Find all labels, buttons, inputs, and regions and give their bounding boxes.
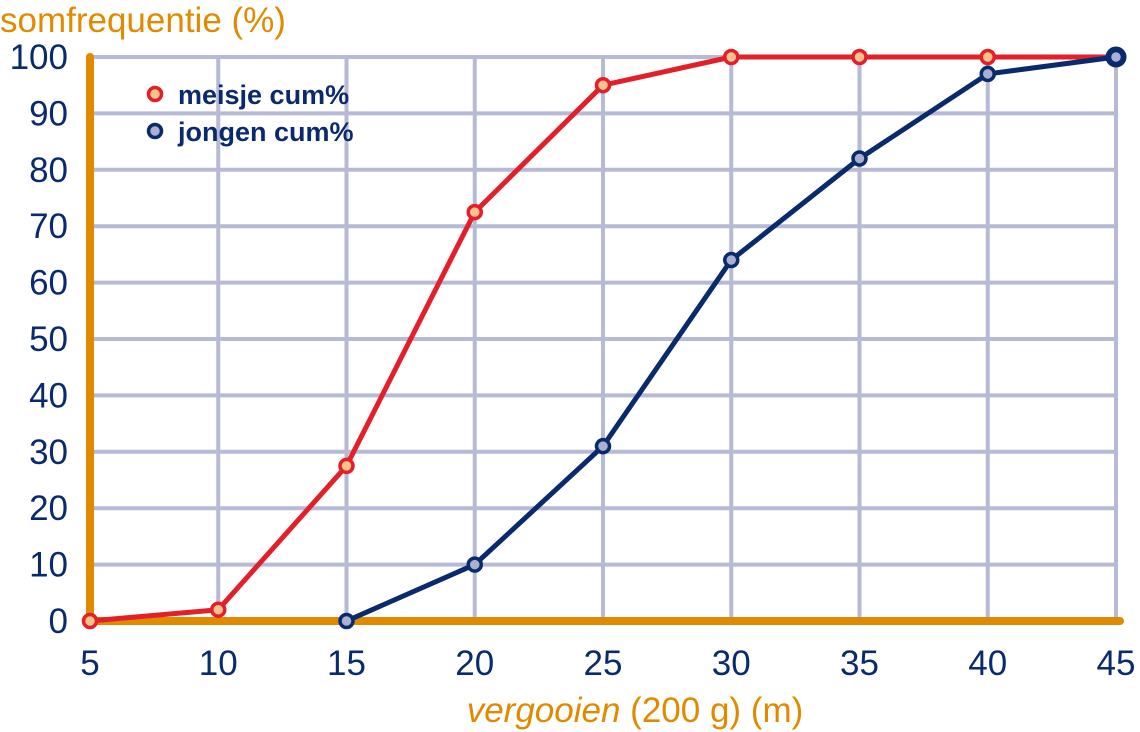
x-tick-label: 30 (712, 644, 751, 683)
y-tick-label: 90 (29, 94, 68, 133)
meisje-point (81, 612, 99, 630)
tick-labels: 0 10 20 30 40 50 60 70 80 90 100 5 10 15 20 25 30 35 40 45 (10, 38, 1136, 683)
x-tick-label: 15 (327, 644, 366, 683)
y-tick-label: 50 (29, 320, 68, 359)
x-axis-title-italic: vergooien (467, 691, 621, 730)
y-axis-title: somfrequentie (%) (0, 1, 286, 40)
x-tick-label: 5 (80, 644, 99, 683)
jongen-point (594, 437, 612, 455)
grid (90, 55, 1118, 621)
jongen-point (723, 251, 740, 269)
y-tick-label: 70 (29, 207, 68, 246)
x-axis-title: vergooien (200 g) (m) (467, 691, 804, 730)
x-tick-label: 20 (455, 644, 494, 683)
jongen-point (979, 65, 996, 83)
jongen-point (338, 612, 355, 630)
y-tick-label: 10 (29, 546, 68, 585)
jongen-point-outline (1105, 46, 1127, 68)
y-tick-label: 60 (29, 264, 68, 303)
series (81, 46, 1127, 630)
x-tick-label: 40 (968, 644, 1007, 683)
meisje-point (979, 48, 996, 66)
legend-marker-meisje (146, 85, 164, 103)
legend-label-meisje: meisje cum% (178, 80, 349, 110)
x-tick-label: 45 (1097, 644, 1136, 683)
y-tick-label: 30 (29, 433, 68, 472)
x-tick-label: 10 (199, 644, 238, 683)
legend: meisje cum% jongen cum% (146, 80, 354, 147)
legend-label-jongen: jongen cum% (177, 117, 354, 147)
x-tick-label: 35 (840, 644, 879, 683)
meisje-point (851, 48, 868, 66)
meisje-point (338, 457, 355, 475)
y-tick-label: 100 (10, 38, 68, 77)
axes (86, 53, 1124, 628)
jongen-point (466, 556, 483, 573)
y-tick-label: 40 (29, 376, 68, 415)
meisje-point (210, 601, 227, 618)
legend-marker-jongen (146, 122, 164, 140)
x-tick-label: 25 (584, 644, 623, 683)
y-tick-label: 0 (49, 602, 68, 641)
y-tick-label: 80 (29, 151, 68, 190)
meisje-point (723, 48, 740, 66)
meisje-point (594, 76, 612, 94)
jongen-point (851, 150, 868, 167)
meisje-point (466, 203, 483, 221)
jongen-point (1107, 48, 1125, 66)
x-axis-title-rest: (200 g) (m) (620, 691, 803, 730)
y-tick-label: 20 (29, 489, 68, 528)
